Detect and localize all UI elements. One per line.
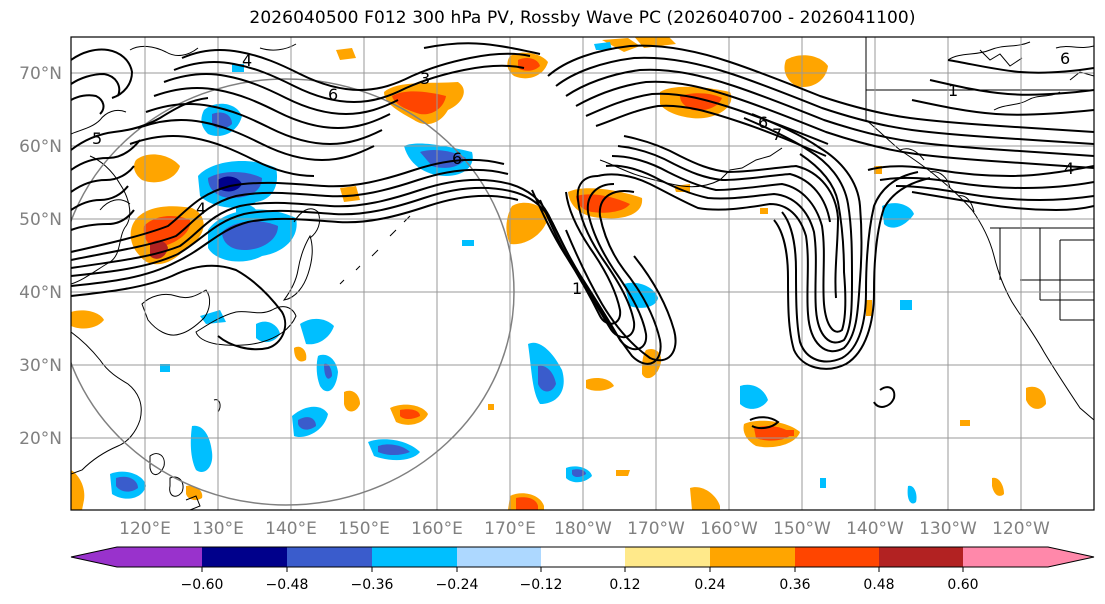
- colorbar-tick-label: −0.60: [181, 577, 224, 593]
- map-canvas: 5 6 6 4 6 7 1 4 6 1 3 4: [71, 37, 1094, 510]
- colorbar-segment: [625, 547, 710, 567]
- lon-label: 160°E: [411, 519, 463, 539]
- contour-label: 6: [1060, 49, 1070, 68]
- lon-label: 150°E: [338, 519, 390, 539]
- contour-label: 4: [196, 199, 206, 218]
- contour-label: 6: [758, 113, 768, 132]
- colorbar-tick-label: −0.12: [520, 577, 563, 593]
- colorbar-segment: [541, 547, 625, 567]
- lat-label: 40°N: [19, 283, 62, 303]
- radius-circle: [71, 78, 515, 506]
- colorbar-segment: [795, 547, 879, 567]
- contour-labels: 5 6 6 4 6 7 1 4 6 1 3 4: [92, 49, 1074, 298]
- graticule: [71, 37, 1094, 510]
- colorbar-over-arrow: [1048, 547, 1094, 567]
- contour-label: 6: [328, 85, 338, 104]
- lat-label: 30°N: [19, 356, 62, 376]
- colorbar-segment: [963, 547, 1048, 567]
- contour-label: 1: [572, 279, 582, 298]
- map-title: 2026040500 F012 300 hPa PV, Rossby Wave …: [249, 8, 916, 28]
- longitude-axis: 120°E 130°E 140°E 150°E 160°E 170°E 180°…: [119, 519, 1050, 539]
- negative-anomaly-shading: [110, 42, 917, 504]
- colorbar-segment: [287, 547, 372, 567]
- colorbar-tick-label: 0.36: [779, 577, 810, 593]
- colorbar-outline: [70, 546, 1095, 568]
- colorbar-segment: [202, 547, 287, 567]
- contour-label: 1: [948, 81, 958, 100]
- lon-label: 170°W: [627, 519, 685, 539]
- latitude-axis: 70°N 60°N 50°N 40°N 30°N 20°N: [19, 64, 62, 449]
- colorbar-tick-label: 0.24: [694, 577, 725, 593]
- colorbar-tick-label: −0.24: [436, 577, 479, 593]
- contour-label: 3: [420, 69, 430, 88]
- colorbar-tick-label: 0.12: [609, 577, 640, 593]
- contour-label: 5: [92, 129, 102, 148]
- map-frame: [70, 36, 1095, 511]
- colorbar-tick-label: 0.60: [947, 577, 978, 593]
- contour-label: 4: [1064, 159, 1074, 178]
- lat-label: 60°N: [19, 137, 62, 157]
- lon-label: 130°W: [919, 519, 977, 539]
- lon-label: 140°E: [265, 519, 317, 539]
- contour-label: 6: [452, 149, 462, 168]
- colorbar-segment: [710, 547, 795, 567]
- lat-label: 50°N: [19, 210, 62, 230]
- colorbar-segment: [879, 547, 963, 567]
- colorbar-segment: [372, 547, 457, 567]
- pv-contours: [71, 42, 1094, 430]
- colorbar: −0.60 −0.48 −0.36 −0.24 −0.12 0.12 0.24 …: [70, 546, 1095, 593]
- colorbar-tick-label: 0.48: [863, 577, 894, 593]
- lon-label: 130°E: [192, 519, 244, 539]
- colorbar-tick-label: −0.48: [266, 577, 309, 593]
- colorbar-segment: [117, 547, 202, 567]
- lat-label: 20°N: [19, 429, 62, 449]
- lon-label: 180°W: [554, 519, 612, 539]
- colorbar-segment: [457, 547, 541, 567]
- lon-label: 160°W: [700, 519, 758, 539]
- lat-label: 70°N: [19, 64, 62, 84]
- contour-label: 4: [242, 51, 252, 70]
- lon-label: 150°W: [773, 519, 831, 539]
- colorbar-tick-label: −0.36: [351, 577, 394, 593]
- contour-label: 7: [772, 125, 782, 144]
- lon-label: 120°W: [992, 519, 1050, 539]
- lon-label: 120°E: [119, 519, 171, 539]
- lon-label: 170°E: [484, 519, 536, 539]
- lon-label: 140°W: [846, 519, 904, 539]
- colorbar-under-arrow: [71, 547, 117, 567]
- coastlines: [71, 37, 1094, 510]
